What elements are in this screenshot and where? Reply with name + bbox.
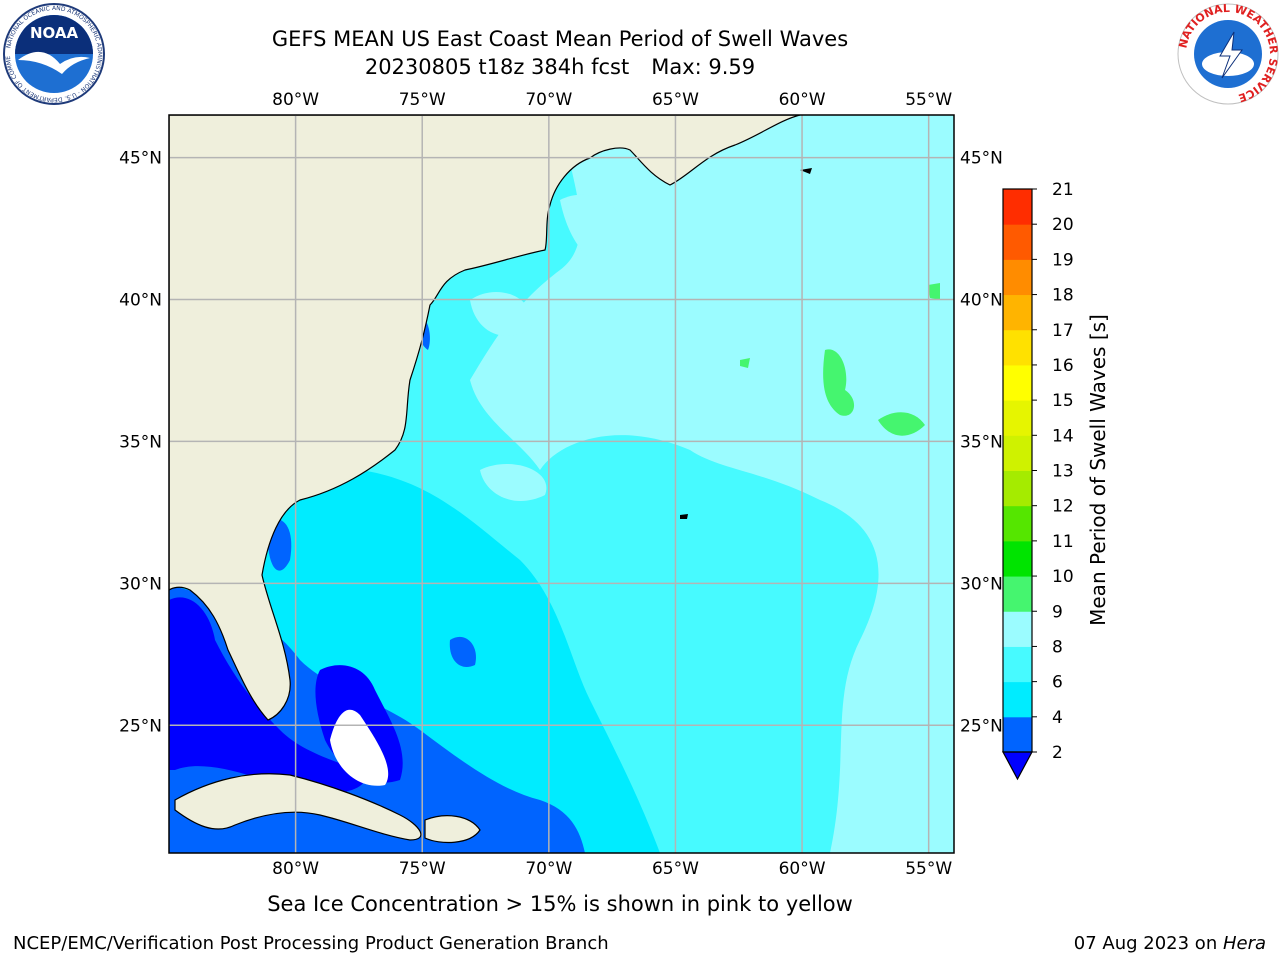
colorbar-tick-label: 2 xyxy=(1052,743,1063,763)
period-9-10-patch xyxy=(878,412,925,436)
colorbar-tick-label: 15 xyxy=(1052,391,1074,411)
period-8-9-patch xyxy=(470,291,532,336)
colorbar-segment xyxy=(1003,611,1032,647)
colorbar-tick-label: 11 xyxy=(1052,532,1074,552)
lat-label: 45°N xyxy=(960,149,1003,169)
colorbar-tick-label: 20 xyxy=(1052,215,1074,235)
colorbar-tick-label: 17 xyxy=(1052,321,1074,341)
lon-label: 55°W xyxy=(905,90,952,110)
lat-label: 45°N xyxy=(119,149,162,169)
colorbar-under-arrow xyxy=(1001,751,1034,781)
colorbar-label: Mean Period of Swell Waves [s] xyxy=(1086,314,1110,626)
footer-host: Hera xyxy=(1222,933,1266,954)
lat-label: 30°N xyxy=(119,574,162,594)
cuba-land xyxy=(174,773,422,841)
colorbar-segment xyxy=(1003,576,1032,612)
footer-date: 07 Aug 2023 on Hera xyxy=(1074,933,1266,954)
colorbar-segment xyxy=(1003,540,1032,577)
colorbar-tick-label: 12 xyxy=(1052,497,1074,517)
lon-label: 60°W xyxy=(779,90,826,110)
no-data-region xyxy=(330,709,389,786)
colorbar: 2 4 6 8 9 10 11 12 13 14 15 16 17 18 19 20 21 xyxy=(1001,180,1074,781)
chart-subtitle: 20230805 t18z 384h fcst Max: 9.59 xyxy=(160,55,960,79)
bermuda-land xyxy=(680,514,688,519)
lon-labels-top: 80°W 75°W 70°W 65°W 60°W 55°W xyxy=(272,90,952,110)
colorbar-segment xyxy=(1003,470,1032,507)
lon-label: 80°W xyxy=(272,859,319,879)
colorbar-tick-label: 13 xyxy=(1052,462,1074,482)
lon-label: 60°W xyxy=(779,859,826,879)
lon-label: 75°W xyxy=(399,90,446,110)
lat-label: 35°N xyxy=(960,432,1003,452)
period-8-9-patch xyxy=(560,194,632,267)
lon-label: 70°W xyxy=(525,90,572,110)
colorbar-segment xyxy=(1003,435,1032,471)
colorbar-tick-label: 4 xyxy=(1052,708,1063,728)
lon-label: 55°W xyxy=(905,859,952,879)
map-plot-area xyxy=(169,115,954,853)
graticule xyxy=(169,115,954,853)
colorbar-segment xyxy=(1003,716,1032,753)
colorbar-tick-label: 16 xyxy=(1052,356,1074,376)
period-8-9-patch xyxy=(480,464,547,501)
lat-label: 30°N xyxy=(960,574,1003,594)
colorbar-tick-label: 18 xyxy=(1052,286,1074,306)
lon-label: 75°W xyxy=(399,859,446,879)
lat-labels-right: 45°N 40°N 35°N 30°N 25°N xyxy=(960,149,1003,737)
colorbar-tick-label: 9 xyxy=(1052,602,1063,622)
north-america-land xyxy=(169,115,801,721)
svg-text:NOAA: NOAA xyxy=(30,24,79,42)
colorbar-tick-label: 6 xyxy=(1052,673,1063,693)
footer-date-text: 07 Aug 2023 on xyxy=(1073,933,1223,954)
colorbar-segment xyxy=(1003,259,1032,296)
lat-label: 25°N xyxy=(960,716,1003,736)
colorbar-segment xyxy=(1003,681,1032,718)
colorbar-segment xyxy=(1003,189,1032,225)
lat-label: 40°N xyxy=(119,291,162,311)
lat-label: 35°N xyxy=(119,432,162,452)
nws-logo: NATIONAL WEATHER SERVICE xyxy=(1176,2,1280,105)
lon-label: 65°W xyxy=(652,90,699,110)
lat-label: 25°N xyxy=(119,716,162,736)
period-9-10-patch xyxy=(740,358,750,368)
noaa-logo: NOAA NATIONAL OCEANIC AND ATMOSPHERIC AD… xyxy=(2,2,105,105)
period-9-10-patch xyxy=(928,283,940,300)
colorbar-segment xyxy=(1003,400,1032,436)
colorbar-tick-label: 14 xyxy=(1052,426,1074,446)
lat-labels-left: 45°N 40°N 35°N 30°N 25°N xyxy=(119,149,162,737)
sea-ice-note: Sea Ice Concentration > 15% is shown in … xyxy=(267,892,853,916)
lon-labels-bottom: 80°W 75°W 70°W 65°W 60°W 55°W xyxy=(272,859,952,879)
lat-label: 40°N xyxy=(960,291,1003,311)
period-below-2-region xyxy=(169,597,365,794)
lon-label: 70°W xyxy=(525,859,572,879)
colorbar-segment xyxy=(1003,224,1032,260)
period-9-10-patch xyxy=(823,349,855,416)
hispaniola-land xyxy=(424,815,481,844)
chart-title: GEFS MEAN US East Coast Mean Period of S… xyxy=(271,27,849,51)
colorbar-segment xyxy=(1003,329,1032,366)
colorbar-segment xyxy=(1003,646,1032,683)
max-label: Max: 9.59 xyxy=(651,55,756,79)
colorbar-segment xyxy=(1003,505,1032,542)
sable-island-land xyxy=(800,168,812,174)
lon-label: 65°W xyxy=(652,859,699,879)
footer-branch: NCEP/EMC/Verification Post Processing Pr… xyxy=(13,933,609,954)
colorbar-tick-label: 8 xyxy=(1052,637,1063,657)
run-label: 20230805 t18z 384h fcst xyxy=(364,55,630,79)
colorbar-tick-label: 21 xyxy=(1052,180,1074,200)
colorbar-segment xyxy=(1003,364,1032,401)
lon-label: 80°W xyxy=(272,90,319,110)
colorbar-segment xyxy=(1003,294,1032,331)
map-frame xyxy=(168,114,955,854)
colorbar-tick-label: 10 xyxy=(1052,567,1074,587)
period-2-4-patch xyxy=(449,636,476,668)
colorbar-tick-label: 19 xyxy=(1052,250,1074,270)
